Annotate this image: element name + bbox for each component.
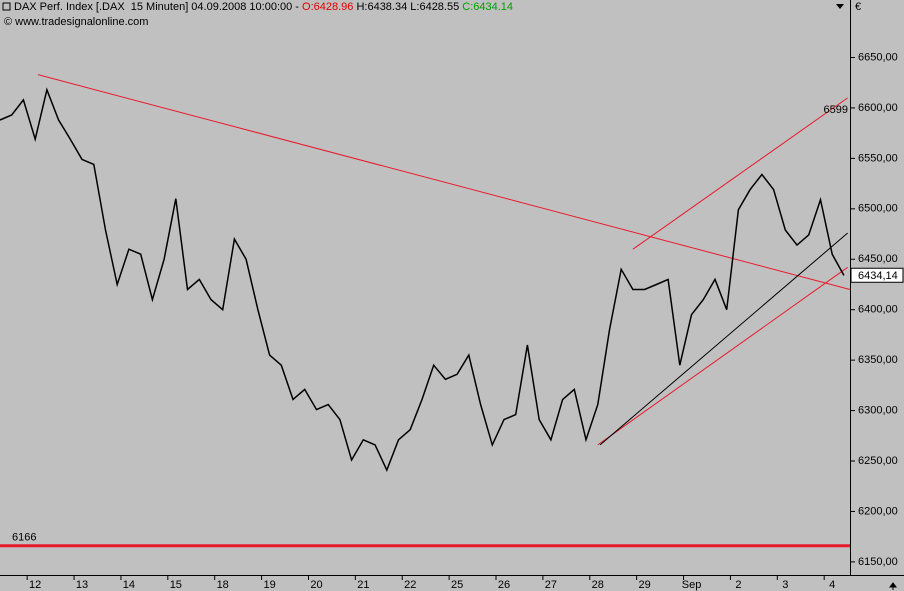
trend-line (599, 232, 848, 446)
x-tick-label: 18 (217, 579, 229, 591)
open: O:6428.96 (302, 1, 354, 13)
price-line (0, 87, 845, 473)
low: L:6428.55 (410, 1, 460, 13)
currency-icon: € (855, 1, 861, 13)
y-tick-label: 6450,00 (858, 253, 898, 265)
x-tick-label: 20 (310, 579, 322, 591)
x-tick-label: 21 (357, 579, 369, 591)
x-tick-label: 19 (263, 579, 275, 591)
x-tick-label: 27 (545, 579, 557, 591)
x-tick-label: Sep (682, 579, 702, 591)
last-price-label: 6434,14 (858, 270, 898, 282)
x-tick-label: 12 (29, 579, 41, 591)
x-tick-label: 14 (123, 579, 135, 591)
plot-area (0, 0, 850, 575)
y-tick-label: 6650,00 (858, 51, 898, 63)
source: © www.tradesignalonline.com (4, 16, 149, 28)
close: C:6434.14 (462, 1, 514, 13)
up-icon[interactable] (889, 582, 897, 590)
y-tick-label: 6600,00 (858, 102, 898, 114)
horizontal-line-label: 6166 (12, 532, 36, 544)
high: H:6438.34 (356, 1, 408, 13)
header: DAX Perf. Index [.DAX 15 Minuten] 04.09.… (14, 1, 513, 13)
trend-line (632, 97, 848, 250)
x-tick-label: 26 (498, 579, 510, 591)
channel-label: 6599 (824, 104, 848, 116)
x-tick-label: 25 (451, 579, 463, 591)
x-tick-label: 4 (829, 579, 835, 591)
instrument: DAX Perf. Index [.DAX 15 Minuten] 04.09.… (14, 1, 303, 13)
x-tick-label: 15 (170, 579, 182, 591)
trend-line (597, 266, 848, 446)
y-tick-label: 6150,00 (858, 556, 898, 568)
last-price-box (850, 267, 904, 283)
x-tick-label: 28 (592, 579, 604, 591)
x-tick-label: 3 (782, 579, 788, 591)
y-tick-label: 6500,00 (858, 203, 898, 215)
x-tick-label: 22 (404, 579, 416, 591)
x-tick-label: 13 (76, 579, 88, 591)
header-icon[interactable] (2, 2, 11, 11)
x-tick-label: 29 (639, 579, 651, 591)
x-tick-label: 2 (735, 579, 741, 591)
trend-line (37, 74, 851, 291)
scroll-icon[interactable] (836, 4, 844, 9)
y-tick-label: 6350,00 (858, 354, 898, 366)
y-tick-label: 6550,00 (858, 152, 898, 164)
y-tick-label: 6200,00 (858, 505, 898, 517)
y-tick-label: 6300,00 (858, 404, 898, 416)
y-tick-label: 6400,00 (858, 304, 898, 316)
y-tick-label: 6250,00 (858, 455, 898, 467)
